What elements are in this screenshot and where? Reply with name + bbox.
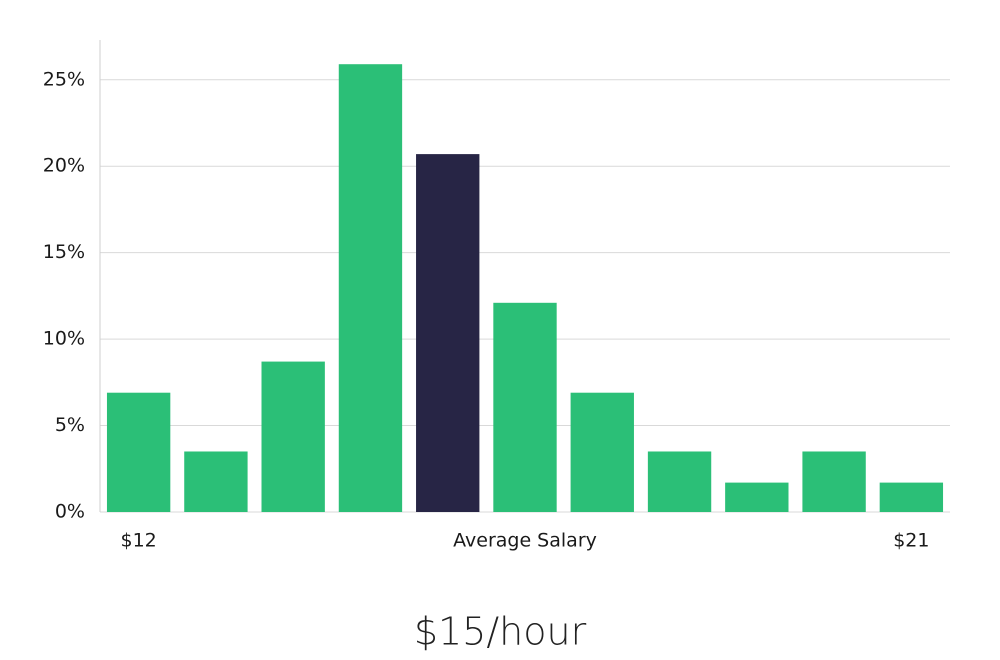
salary-annotation: $15/hour: [414, 610, 587, 654]
y-tick-label: 5%: [55, 414, 85, 436]
x-tick-label: $21: [893, 530, 929, 552]
y-tick-label: 20%: [43, 155, 85, 177]
bar: [725, 482, 789, 512]
bar: [106, 392, 171, 512]
x-tick-label: $12: [121, 530, 157, 552]
bar: [416, 154, 480, 512]
y-tick-label: 25%: [43, 68, 85, 90]
y-tick-label: 0%: [55, 501, 85, 523]
bar: [184, 451, 248, 512]
x-tick-label: Average Salary: [453, 530, 597, 552]
bar: [261, 361, 325, 512]
bar: [879, 482, 944, 512]
y-tick-label: 15%: [43, 241, 85, 263]
bar: [338, 64, 403, 512]
bar: [493, 302, 557, 512]
y-tick-label: 10%: [43, 328, 85, 350]
bar: [647, 451, 712, 512]
bar: [570, 392, 634, 512]
bar: [802, 451, 866, 512]
